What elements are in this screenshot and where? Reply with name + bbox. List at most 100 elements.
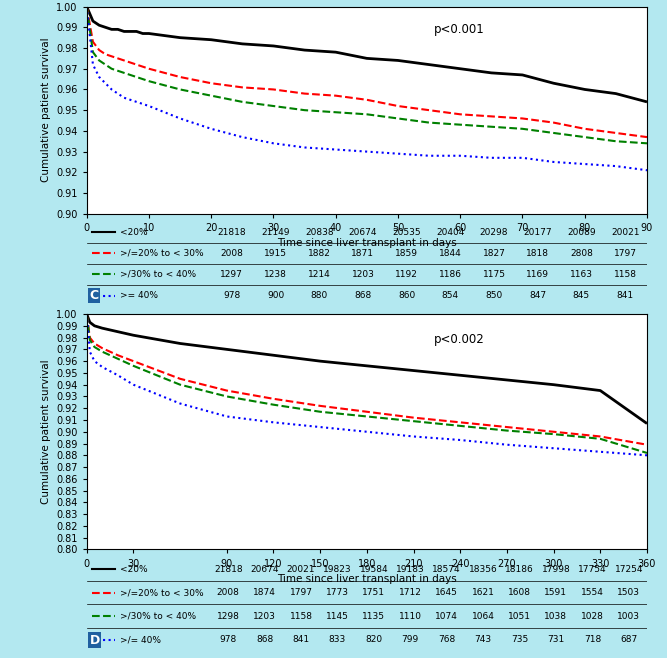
Text: 1238: 1238 — [264, 270, 287, 279]
Text: >/=20% to < 30%: >/=20% to < 30% — [120, 249, 204, 258]
Text: <20%: <20% — [120, 565, 148, 574]
Text: 17998: 17998 — [542, 565, 570, 574]
Text: >/30% to < 40%: >/30% to < 40% — [120, 270, 197, 279]
Text: 1214: 1214 — [308, 270, 331, 279]
Text: 21149: 21149 — [261, 228, 289, 237]
Text: 799: 799 — [402, 635, 419, 644]
Text: 1110: 1110 — [399, 611, 422, 620]
Text: 1203: 1203 — [253, 611, 276, 620]
Text: 21818: 21818 — [214, 565, 243, 574]
Y-axis label: Cumulative patient survival: Cumulative patient survival — [41, 359, 51, 504]
Text: 20404: 20404 — [436, 228, 464, 237]
Text: 1003: 1003 — [617, 611, 640, 620]
Text: 18574: 18574 — [432, 565, 461, 574]
Text: 1751: 1751 — [362, 588, 386, 597]
Text: 18186: 18186 — [505, 565, 534, 574]
Text: 900: 900 — [267, 291, 284, 300]
Text: 1158: 1158 — [289, 611, 313, 620]
Text: 20838: 20838 — [305, 228, 334, 237]
Text: 1797: 1797 — [289, 588, 313, 597]
Text: 1645: 1645 — [436, 588, 458, 597]
Text: 20177: 20177 — [524, 228, 552, 237]
Text: 731: 731 — [548, 635, 564, 644]
Text: 1064: 1064 — [472, 611, 494, 620]
Text: 1712: 1712 — [399, 588, 422, 597]
Text: 1797: 1797 — [614, 249, 636, 258]
Text: 1169: 1169 — [526, 270, 549, 279]
Text: p<0.002: p<0.002 — [434, 333, 485, 346]
Text: 1591: 1591 — [544, 588, 568, 597]
Text: 850: 850 — [486, 291, 503, 300]
Text: 718: 718 — [584, 635, 601, 644]
Text: 1074: 1074 — [436, 611, 458, 620]
Text: 1297: 1297 — [220, 270, 243, 279]
Text: 1135: 1135 — [362, 611, 386, 620]
Text: 1158: 1158 — [614, 270, 636, 279]
Text: 1186: 1186 — [439, 270, 462, 279]
Text: p<0.001: p<0.001 — [434, 23, 485, 36]
Text: <20%: <20% — [120, 228, 148, 237]
Text: 868: 868 — [256, 635, 273, 644]
X-axis label: Time since liver transplant in days: Time since liver transplant in days — [277, 238, 457, 248]
Text: 1038: 1038 — [544, 611, 568, 620]
Text: 19584: 19584 — [360, 565, 388, 574]
Text: 847: 847 — [529, 291, 546, 300]
Text: 868: 868 — [354, 291, 372, 300]
Text: 854: 854 — [442, 291, 459, 300]
X-axis label: Time since liver transplant in days: Time since liver transplant in days — [277, 574, 457, 584]
Text: 20674: 20674 — [349, 228, 377, 237]
Text: 978: 978 — [219, 635, 237, 644]
Y-axis label: Cumulative patient survival: Cumulative patient survival — [41, 38, 51, 182]
Text: 19823: 19823 — [323, 565, 352, 574]
Text: 845: 845 — [573, 291, 590, 300]
Text: 833: 833 — [329, 635, 346, 644]
Text: 20021: 20021 — [611, 228, 640, 237]
Text: 1882: 1882 — [307, 249, 331, 258]
Text: 1175: 1175 — [482, 270, 506, 279]
Text: 20674: 20674 — [250, 565, 279, 574]
Text: 20535: 20535 — [392, 228, 421, 237]
Text: 820: 820 — [366, 635, 382, 644]
Text: 880: 880 — [311, 291, 328, 300]
Text: 1554: 1554 — [581, 588, 604, 597]
Text: 20298: 20298 — [480, 228, 508, 237]
Text: 2808: 2808 — [570, 249, 593, 258]
Text: >/= 40%: >/= 40% — [120, 635, 161, 644]
Text: 1028: 1028 — [581, 611, 604, 620]
Text: 17754: 17754 — [578, 565, 607, 574]
Text: 18356: 18356 — [469, 565, 498, 574]
Text: 21818: 21818 — [217, 228, 246, 237]
Text: 768: 768 — [438, 635, 456, 644]
Text: 17254: 17254 — [614, 565, 643, 574]
Text: 687: 687 — [620, 635, 638, 644]
Text: 1827: 1827 — [483, 249, 506, 258]
Text: 743: 743 — [474, 635, 492, 644]
Text: 1773: 1773 — [326, 588, 349, 597]
Text: 19183: 19183 — [396, 565, 425, 574]
Text: 1844: 1844 — [439, 249, 462, 258]
Text: C: C — [89, 289, 99, 302]
Text: 2008: 2008 — [217, 588, 239, 597]
Text: 860: 860 — [398, 291, 416, 300]
Text: 20089: 20089 — [567, 228, 596, 237]
Text: 20021: 20021 — [287, 565, 315, 574]
Text: 1608: 1608 — [508, 588, 531, 597]
Text: 978: 978 — [223, 291, 240, 300]
Text: 1145: 1145 — [326, 611, 349, 620]
Text: >= 40%: >= 40% — [120, 291, 158, 300]
Text: 841: 841 — [292, 635, 309, 644]
Text: >/=20% to < 30%: >/=20% to < 30% — [120, 588, 204, 597]
Text: 1871: 1871 — [352, 249, 374, 258]
Text: 1192: 1192 — [395, 270, 418, 279]
Text: 1859: 1859 — [395, 249, 418, 258]
Text: 1818: 1818 — [526, 249, 549, 258]
Text: 1915: 1915 — [264, 249, 287, 258]
Text: 2008: 2008 — [220, 249, 243, 258]
Text: 1163: 1163 — [570, 270, 593, 279]
Text: D: D — [89, 634, 100, 647]
Text: 1298: 1298 — [217, 611, 239, 620]
Text: 735: 735 — [511, 635, 528, 644]
Text: 841: 841 — [616, 291, 634, 300]
Text: 1203: 1203 — [352, 270, 374, 279]
Text: >/30% to < 40%: >/30% to < 40% — [120, 611, 197, 620]
